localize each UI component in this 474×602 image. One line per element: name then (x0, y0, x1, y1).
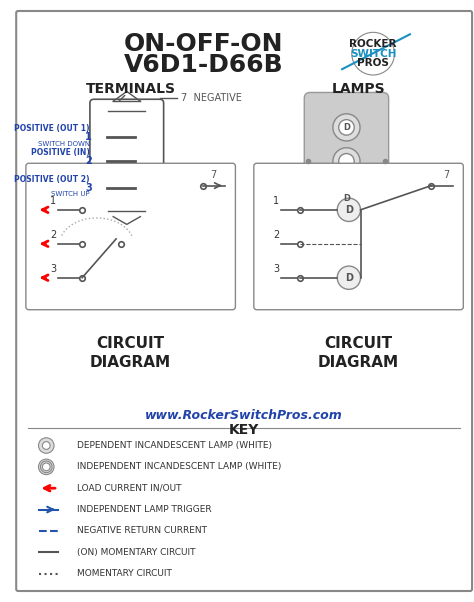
Text: ROCKER: ROCKER (349, 39, 397, 49)
Text: CIRCUIT
DIAGRAM: CIRCUIT DIAGRAM (318, 336, 399, 370)
Circle shape (337, 266, 361, 290)
Circle shape (339, 154, 354, 169)
Text: www.RockerSwitchPros.com: www.RockerSwitchPros.com (145, 409, 343, 422)
Text: DEPENDENT INCANDESCENT LAMP (WHITE): DEPENDENT INCANDESCENT LAMP (WHITE) (77, 441, 272, 450)
Text: NEGATIVE RETURN CURRENT: NEGATIVE RETURN CURRENT (77, 526, 207, 535)
Text: POSITIVE (OUT 1): POSITIVE (OUT 1) (14, 124, 90, 133)
Circle shape (42, 463, 50, 471)
Circle shape (42, 442, 50, 450)
Text: D: D (343, 123, 350, 132)
Circle shape (333, 147, 360, 175)
FancyBboxPatch shape (304, 93, 389, 225)
Text: V6D1-D66B: V6D1-D66B (124, 54, 283, 77)
Text: 3: 3 (85, 182, 92, 193)
Text: INDEPENDENT INCANDESCENT LAMP (WHITE): INDEPENDENT INCANDESCENT LAMP (WHITE) (77, 462, 282, 471)
Text: TERMINALS: TERMINALS (86, 82, 176, 96)
Text: INDEPENDENT LAMP TRIGGER: INDEPENDENT LAMP TRIGGER (77, 505, 212, 514)
Text: LAMPS: LAMPS (332, 82, 385, 96)
Text: POSITIVE (OUT 2): POSITIVE (OUT 2) (14, 175, 90, 184)
Text: SWITCH: SWITCH (350, 49, 396, 58)
Text: D: D (345, 205, 353, 215)
Circle shape (38, 459, 54, 474)
Text: PROS: PROS (357, 58, 389, 69)
Text: POSITIVE (IN): POSITIVE (IN) (31, 149, 90, 158)
Text: D: D (343, 194, 350, 203)
Text: 1: 1 (273, 196, 279, 206)
Text: CIRCUIT
DIAGRAM: CIRCUIT DIAGRAM (90, 336, 171, 370)
Text: 2: 2 (273, 230, 279, 240)
Text: MOMENTARY CIRCUIT: MOMENTARY CIRCUIT (77, 569, 172, 578)
Text: KEY: KEY (229, 423, 259, 437)
Text: (ON) MOMENTARY CIRCUIT: (ON) MOMENTARY CIRCUIT (77, 548, 196, 557)
Circle shape (337, 198, 361, 222)
Text: 1: 1 (50, 196, 56, 206)
Text: SWITCH UP: SWITCH UP (51, 191, 90, 197)
Circle shape (38, 438, 54, 453)
Text: 2: 2 (50, 230, 56, 240)
Text: 3: 3 (50, 264, 56, 274)
Text: 7  NEGATIVE: 7 NEGATIVE (181, 93, 242, 104)
FancyBboxPatch shape (26, 163, 236, 310)
Circle shape (333, 114, 360, 141)
Text: 7: 7 (443, 170, 449, 180)
Text: 1: 1 (85, 132, 92, 142)
Text: D: D (345, 273, 353, 283)
Circle shape (333, 185, 360, 212)
Circle shape (339, 190, 354, 206)
FancyBboxPatch shape (16, 11, 472, 591)
Text: 2: 2 (85, 157, 92, 166)
Text: 3: 3 (273, 264, 279, 274)
Text: LOAD CURRENT IN/OUT: LOAD CURRENT IN/OUT (77, 483, 182, 492)
FancyBboxPatch shape (254, 163, 463, 310)
Text: 7: 7 (210, 170, 216, 180)
Text: SWITCH DOWN: SWITCH DOWN (38, 141, 90, 147)
Circle shape (339, 120, 354, 135)
FancyBboxPatch shape (90, 99, 164, 219)
Text: ON-OFF-ON: ON-OFF-ON (124, 32, 283, 56)
